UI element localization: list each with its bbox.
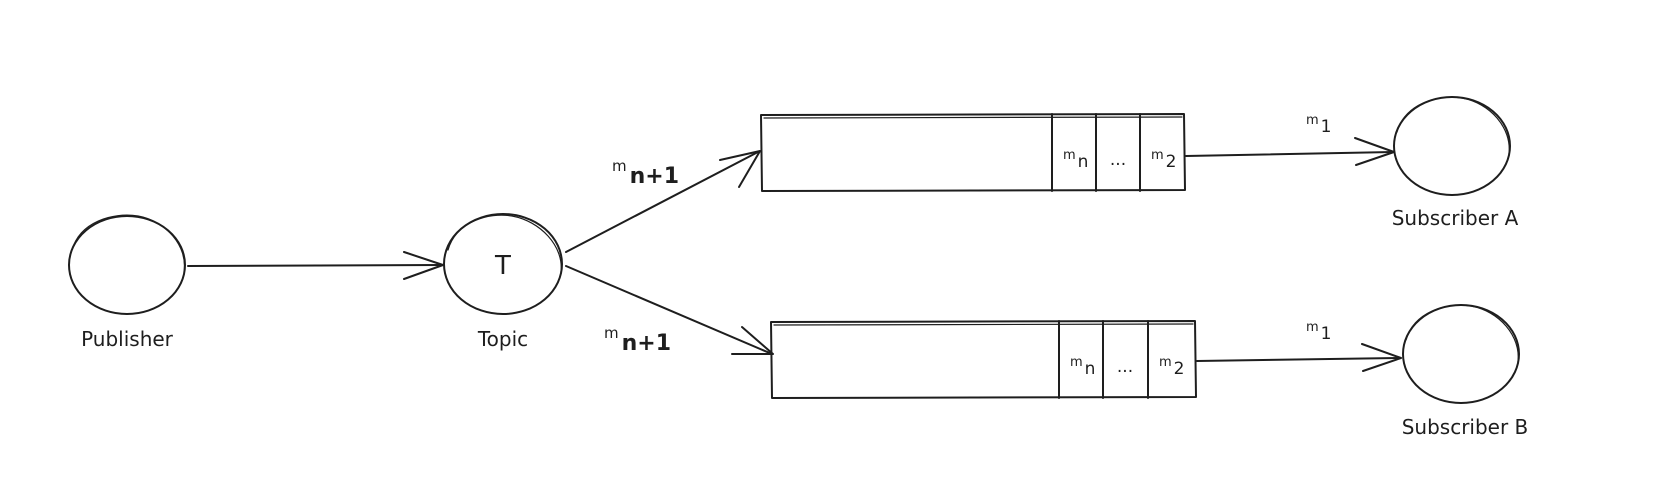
subscriber-b-node[interactable] [1402, 304, 1520, 404]
cell-index: 2 [1174, 359, 1185, 379]
subscriber-a-node[interactable] [1393, 96, 1511, 196]
queue-a-cell-ellipsis: ... [1110, 150, 1126, 170]
cell-prefix: m [1159, 355, 1172, 370]
cell-prefix: m [1063, 148, 1076, 163]
topic-label: Topic [477, 327, 528, 351]
queue-b[interactable] [770, 320, 1197, 399]
cell-index: n [1085, 359, 1096, 379]
message-prefix: m [604, 324, 619, 342]
topic-node[interactable] [443, 213, 563, 315]
subscriber-a-label: Subscriber A [1392, 206, 1519, 230]
message-label-queue-b: m n+1 [604, 324, 671, 356]
message-index: 1 [1321, 324, 1332, 344]
subscriber-b-label: Subscriber B [1402, 415, 1529, 439]
publisher-label: Publisher [81, 327, 174, 351]
arrow-queue-a-to-subscriber-a [1185, 137, 1395, 166]
cell-prefix: m [1151, 148, 1164, 163]
arrow-topic-to-queue-b [565, 265, 774, 355]
cell-prefix: m [1070, 355, 1083, 370]
queue-b-cell-ellipsis: ... [1117, 357, 1133, 377]
arrow-publisher-to-topic [187, 251, 444, 280]
arrow-queue-b-to-subscriber-b [1196, 343, 1402, 372]
arrow-topic-to-queue-a [565, 150, 761, 253]
publisher-node[interactable] [68, 214, 186, 315]
message-prefix: m [1306, 113, 1319, 128]
queue-a[interactable] [760, 113, 1186, 192]
cell-index: n [1078, 152, 1089, 172]
cell-index: 2 [1166, 152, 1177, 172]
message-prefix: m [1306, 320, 1319, 335]
message-index: 1 [1321, 117, 1332, 137]
message-index: n+1 [622, 331, 671, 356]
message-label-queue-a: m n+1 [612, 157, 679, 189]
message-index: n+1 [630, 164, 679, 189]
topic-symbol: T [494, 251, 511, 281]
message-prefix: m [612, 157, 627, 175]
